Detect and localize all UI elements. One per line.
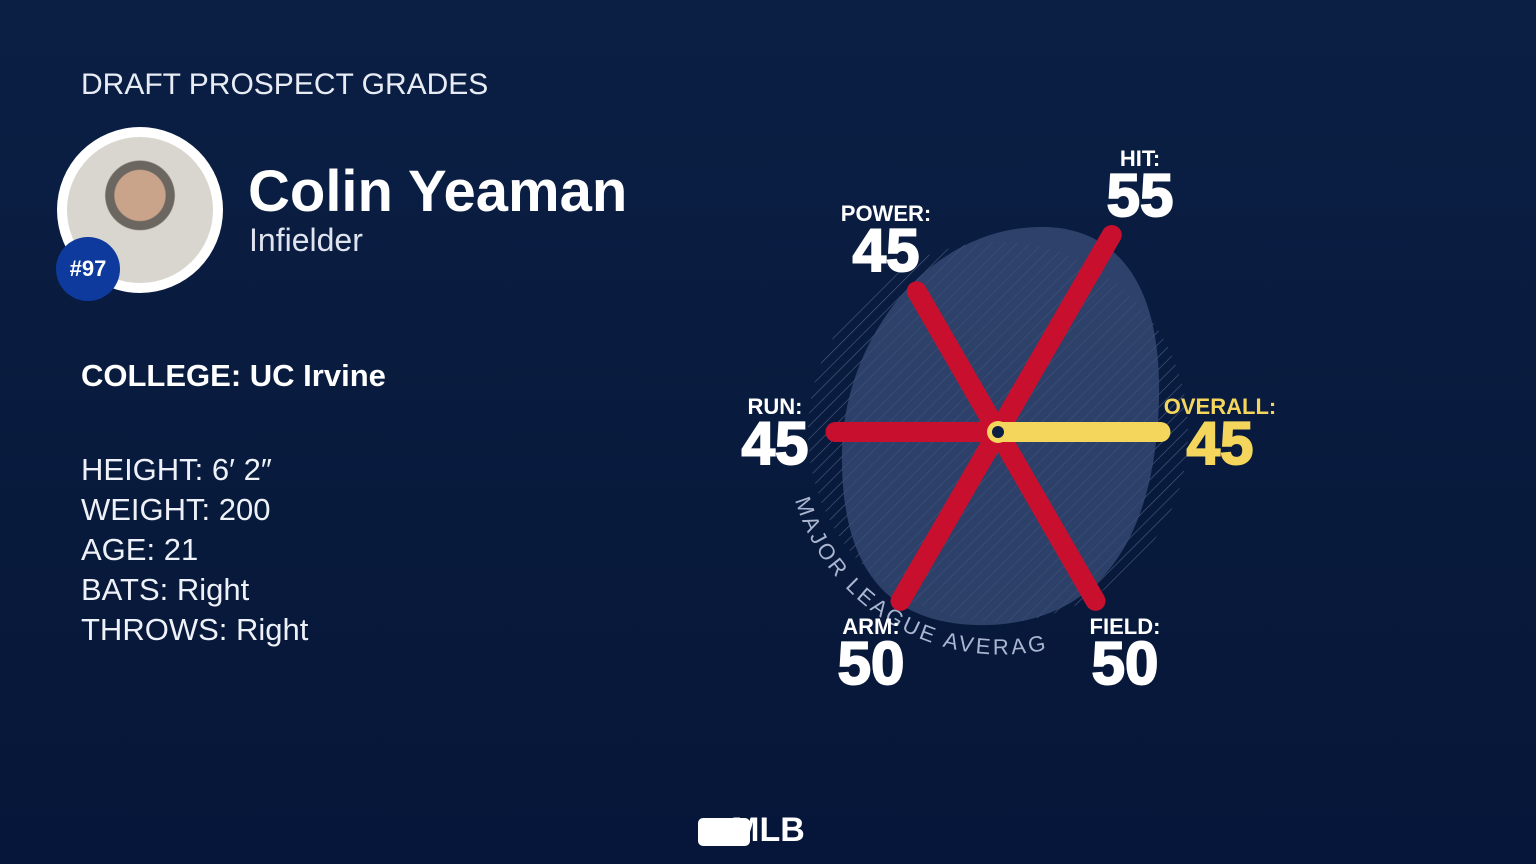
grade-value: 55 — [1107, 162, 1174, 229]
college-label: COLLEGE: — [81, 358, 242, 393]
photo-frame — [57, 127, 223, 293]
grade-value: 50 — [838, 630, 905, 697]
bio-label: AGE: — [81, 532, 156, 567]
grade-spoke — [988, 422, 1106, 611]
player-name: Colin Yeaman — [248, 159, 628, 224]
grade-value: 45 — [742, 410, 809, 477]
bio: HEIGHT: 6′ 2″ WEIGHT: 200 AGE: 21 BATS: Rig… — [81, 450, 308, 650]
bio-value: Right — [236, 612, 309, 647]
spokes — [825, 224, 1171, 611]
bio-value: 6′ 2″ — [211, 452, 272, 487]
grade-value: 50 — [1092, 630, 1159, 697]
grade-value: 45 — [1187, 410, 1254, 477]
grade-labels: HIT:55POWER:45RUN:45ARM:50FIELD:50OVERAL… — [741, 146, 1277, 698]
bio-row: HEIGHT: 6′ 2″ — [81, 450, 308, 490]
college: COLLEGE: UC Irvine — [81, 358, 386, 394]
bio-label: HEIGHT: — [81, 452, 204, 487]
bio-label: BATS: — [81, 572, 169, 607]
bio-row: WEIGHT: 200 — [81, 490, 308, 530]
grade-label: OVERALL: — [1164, 394, 1276, 419]
grade-spoke — [890, 422, 1008, 611]
jersey-number: #97 — [56, 237, 120, 301]
bio-value: Right — [176, 572, 250, 607]
bio-value: 200 — [218, 492, 271, 527]
grade-label: RUN: — [748, 394, 803, 419]
grade-label: FIELD: — [1090, 614, 1161, 639]
hub-dot — [992, 426, 1004, 438]
grade-spoke — [988, 224, 1122, 442]
grade-label: HIT: — [1120, 146, 1160, 171]
player-position: Infielder — [249, 222, 363, 258]
grade-label: POWER: — [841, 201, 931, 226]
grade-label: ARM: — [842, 614, 899, 639]
bio-row: AGE: 21 — [81, 530, 308, 570]
bio-row: BATS: Right — [81, 570, 308, 610]
college-value: UC Irvine — [249, 358, 386, 393]
grade-value: 45 — [853, 217, 920, 284]
bio-label: WEIGHT: — [81, 492, 211, 527]
bio-value: 21 — [163, 532, 199, 567]
grade-spoke — [906, 281, 1008, 442]
page-title: DRAFT PROSPECT GRADES — [81, 68, 489, 101]
logo-mark — [698, 818, 750, 846]
bio-row: THROWS: Right — [81, 610, 308, 650]
bio-label: THROWS: — [81, 612, 228, 647]
